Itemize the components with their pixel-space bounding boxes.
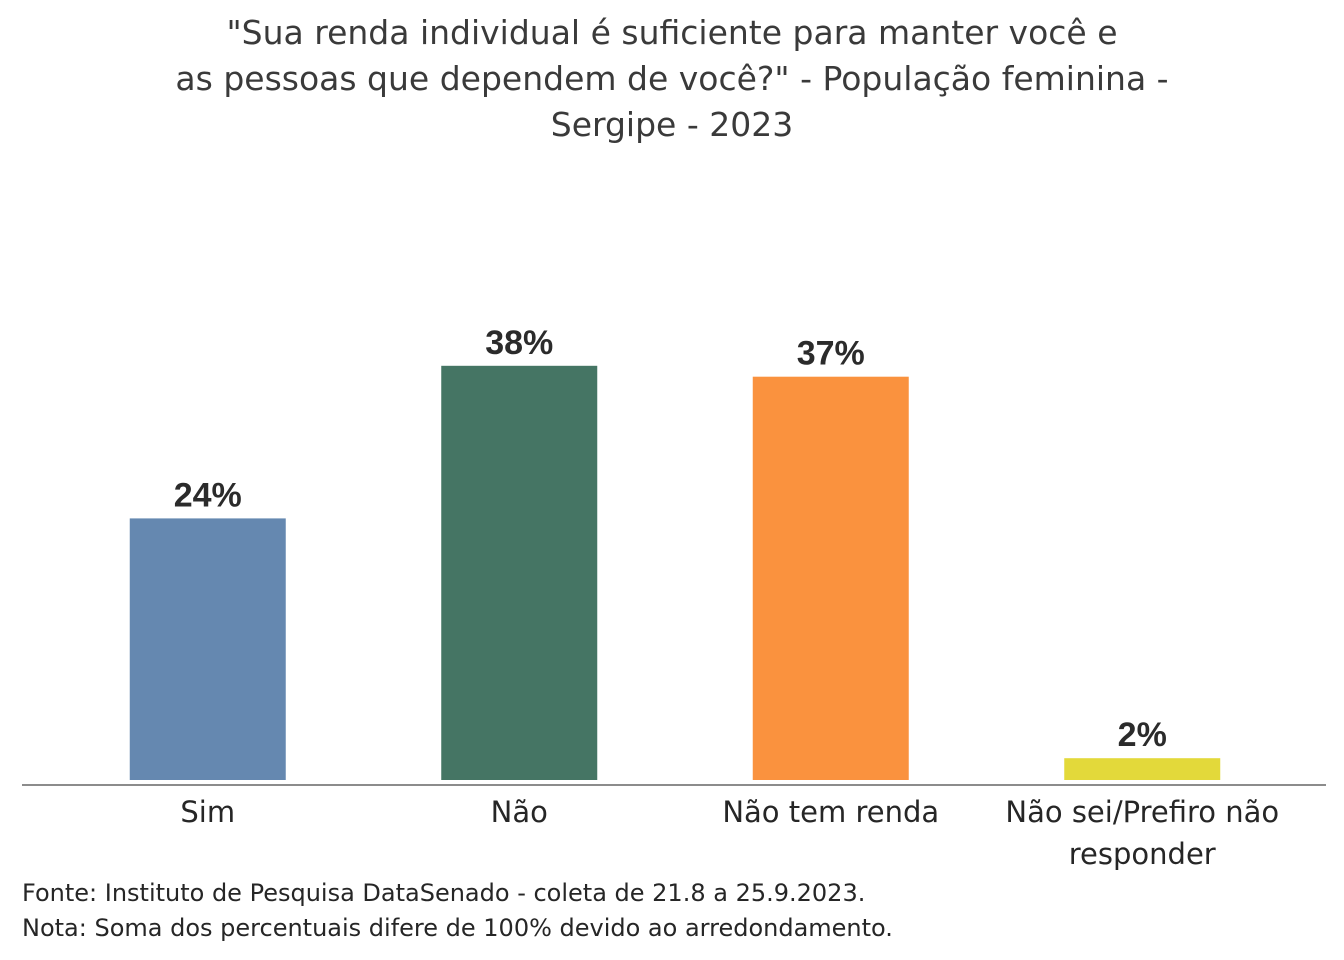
chart-title-line: Sergipe - 2023 xyxy=(550,105,794,144)
bar-value-label: 37% xyxy=(797,335,865,373)
bar-value-label: 24% xyxy=(174,476,242,514)
source-note: Fonte: Instituto de Pesquisa DataSenado … xyxy=(22,879,866,907)
chart-footer: Fonte: Instituto de Pesquisa DataSenado … xyxy=(22,876,893,946)
bar-value-label: 2% xyxy=(1118,716,1167,754)
bar xyxy=(441,365,598,780)
chart-title-line: as pessoas que dependem de você?" - Popu… xyxy=(175,59,1169,98)
category-label: Sim xyxy=(180,795,235,829)
category-label: Não tem renda xyxy=(722,795,939,829)
value-labels-group: 24% 38% 37% 2% xyxy=(174,324,1167,754)
category-label: Não sei/Prefiro não xyxy=(1005,795,1279,829)
rounding-note: Nota: Soma dos percentuais difere de 100… xyxy=(22,914,893,942)
category-label: Não xyxy=(491,795,548,829)
bar xyxy=(1064,758,1221,780)
category-label: responder xyxy=(1069,837,1216,871)
chart-title-line: "Sua renda individual é suficiente para … xyxy=(226,13,1118,52)
bars-group xyxy=(129,365,1221,780)
bar-value-label: 38% xyxy=(485,324,553,362)
bar xyxy=(129,518,286,780)
category-labels-group: Sim Não Não tem renda Não sei/Prefiro não re… xyxy=(180,795,1279,871)
chart-title: "Sua renda individual é suficiente para … xyxy=(0,10,1344,148)
bar xyxy=(752,376,909,780)
